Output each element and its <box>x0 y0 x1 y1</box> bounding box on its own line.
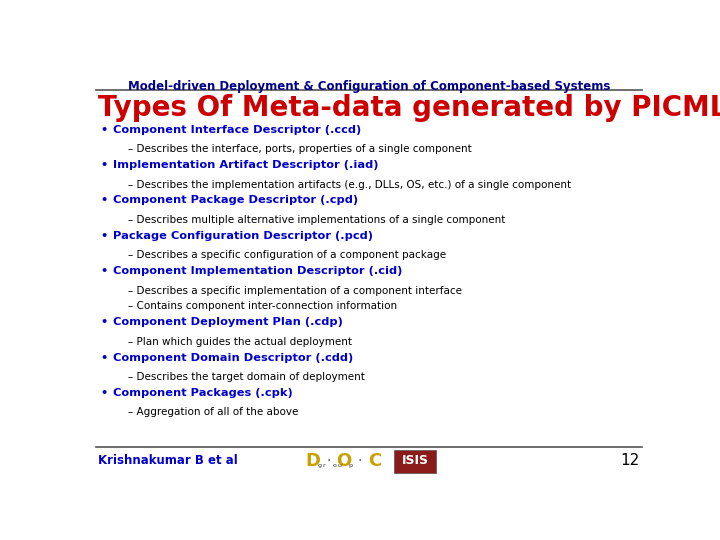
Text: – Contains component inter-connection information: – Contains component inter-connection in… <box>128 301 397 312</box>
Text: ·: · <box>327 454 331 468</box>
Text: •: • <box>100 388 107 398</box>
Text: Component Implementation Descriptor (.cid): Component Implementation Descriptor (.ci… <box>114 266 402 276</box>
Text: Implementation Artifact Descriptor (.iad): Implementation Artifact Descriptor (.iad… <box>114 160 379 170</box>
Text: •: • <box>100 353 107 362</box>
Text: ISIS: ISIS <box>402 454 429 467</box>
Text: •: • <box>100 195 107 205</box>
Text: •: • <box>100 266 107 276</box>
Text: – Describes the implementation artifacts (e.g., DLLs, OS, etc.) of a single comp: – Describes the implementation artifacts… <box>128 180 571 190</box>
Text: Krishnakumar B et al: Krishnakumar B et al <box>99 454 238 467</box>
Text: – Describes a specific implementation of a component interface: – Describes a specific implementation of… <box>128 286 462 295</box>
Text: C: C <box>368 451 381 470</box>
Text: – Describes the interface, ports, properties of a single component: – Describes the interface, ports, proper… <box>128 144 472 154</box>
Text: Component Domain Descriptor (.cdd): Component Domain Descriptor (.cdd) <box>114 353 354 362</box>
FancyBboxPatch shape <box>394 450 436 473</box>
Text: 12: 12 <box>621 453 639 468</box>
Text: •: • <box>100 317 107 327</box>
Text: u: u <box>338 463 342 468</box>
Text: Model-driven Deployment & Configuration of Component-based Systems: Model-driven Deployment & Configuration … <box>128 80 610 93</box>
Text: – Describes a specific configuration of a component package: – Describes a specific configuration of … <box>128 250 446 260</box>
Text: – Describes multiple alternative implementations of a single component: – Describes multiple alternative impleme… <box>128 215 505 225</box>
Text: ·: · <box>357 454 361 468</box>
Text: – Plan which guides the actual deployment: – Plan which guides the actual deploymen… <box>128 337 352 347</box>
Text: D: D <box>306 451 320 470</box>
Text: Component Interface Descriptor (.ccd): Component Interface Descriptor (.ccd) <box>114 125 361 134</box>
Text: •: • <box>100 160 107 170</box>
Text: •: • <box>100 125 107 134</box>
Text: Component Deployment Plan (.cdp): Component Deployment Plan (.cdp) <box>114 317 343 327</box>
Text: p: p <box>348 463 353 468</box>
Text: Package Configuration Descriptor (.pcd): Package Configuration Descriptor (.pcd) <box>114 231 374 241</box>
Text: Types Of Meta-data generated by PICML(1/2): Types Of Meta-data generated by PICML(1/… <box>99 94 720 122</box>
Text: – Aggregation of all of the above: – Aggregation of all of the above <box>128 407 298 417</box>
Text: O: O <box>336 451 351 470</box>
Text: Component Package Descriptor (.cpd): Component Package Descriptor (.cpd) <box>114 195 359 205</box>
Text: •: • <box>100 231 107 241</box>
Text: o: o <box>333 463 336 468</box>
Text: Component Packages (.cpk): Component Packages (.cpk) <box>114 388 293 398</box>
Text: g: g <box>318 463 322 468</box>
Text: – Describes the target domain of deployment: – Describes the target domain of deploym… <box>128 372 365 382</box>
Text: r: r <box>323 463 325 468</box>
